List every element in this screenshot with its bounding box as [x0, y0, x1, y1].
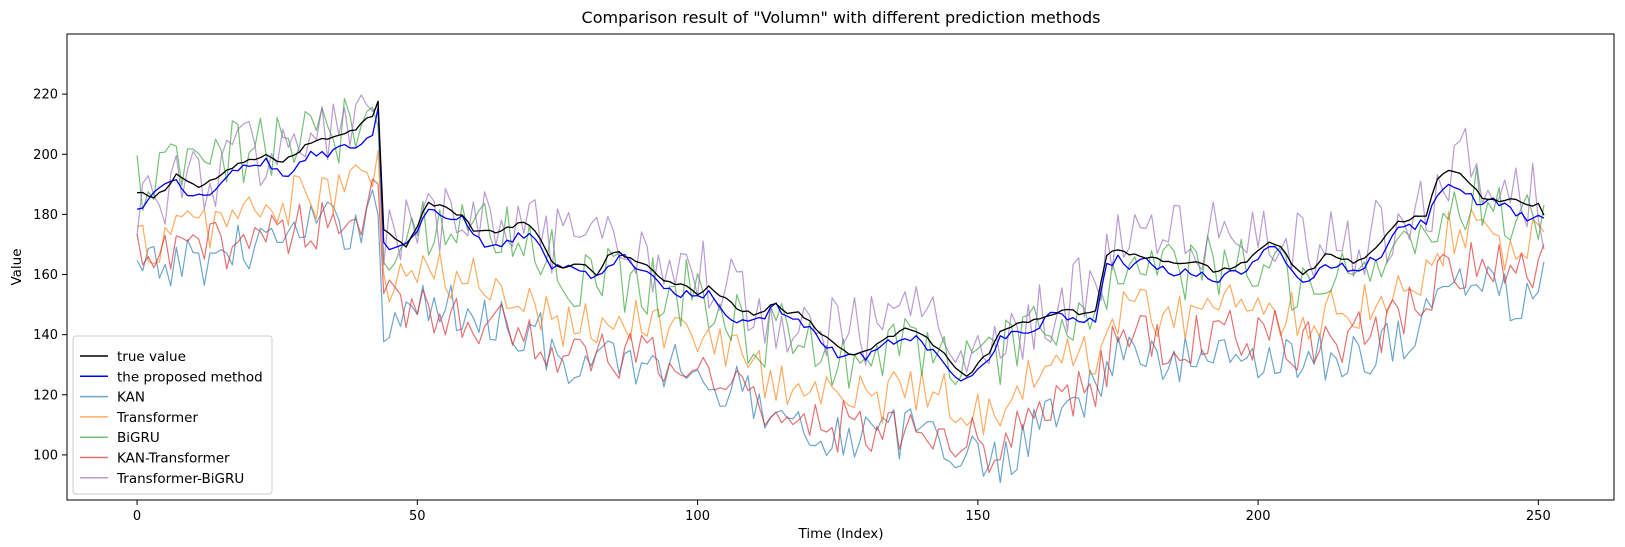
series-line-true-value	[137, 100, 1545, 377]
legend-label: BiGRU	[117, 430, 160, 446]
x-axis: 0 50 100 150 200 250	[133, 500, 1551, 524]
x-tick-label: 100	[685, 509, 710, 524]
series-line-the-proposed-method	[136, 107, 1545, 382]
legend-label: KAN	[117, 390, 145, 406]
legend-label: true value	[117, 349, 186, 365]
legend-item-transformer-bigru: Transformer-BiGRU	[80, 471, 244, 487]
x-tick-label: 250	[1526, 509, 1551, 524]
series-line-kan	[136, 189, 1545, 484]
legend-label: Transformer	[116, 410, 198, 426]
plot-frame	[66, 33, 1615, 501]
y-tick-label: 180	[33, 208, 58, 223]
y-axis: 100 120 140 160 180 200 220	[33, 88, 67, 463]
legend-label: the proposed method	[117, 369, 263, 385]
x-tick-label: 0	[133, 509, 141, 524]
series-line-transformer-bigru	[136, 94, 1545, 373]
legend-label: KAN-Transformer	[117, 451, 230, 467]
x-tick-label: 150	[965, 509, 990, 524]
series-line-transformer	[136, 150, 1545, 436]
series-group	[136, 94, 1545, 484]
y-tick-label: 160	[33, 268, 58, 283]
legend-item-true-value: true value	[80, 349, 186, 365]
legend-item-kan: KAN	[80, 390, 145, 406]
x-tick-label: 50	[409, 509, 426, 524]
y-axis-label: Value	[9, 248, 25, 285]
legend-item-bigru: BiGRU	[80, 430, 160, 446]
y-tick-label: 220	[33, 88, 58, 103]
x-axis-label: Time (Index)	[797, 526, 883, 542]
y-tick-label: 120	[33, 388, 58, 403]
plot-area	[66, 33, 1615, 501]
x-tick-label: 200	[1246, 509, 1271, 524]
series-line-kan-transformer	[136, 178, 1545, 474]
y-tick-label: 200	[33, 148, 58, 163]
legend-item-kan-transformer: KAN-Transformer	[80, 451, 230, 467]
y-tick-label: 140	[33, 328, 58, 343]
legend-box	[72, 335, 273, 495]
chart-title: Comparison result of "Volumn" with diffe…	[582, 8, 1101, 27]
legend: true value the proposed method KAN Transfor…	[72, 335, 273, 495]
y-tick-label: 100	[33, 448, 58, 463]
legend-label: Transformer-BiGRU	[116, 471, 244, 487]
legend-item-transformer: Transformer	[80, 410, 198, 426]
legend-item-the-proposed-method: the proposed method	[80, 369, 263, 385]
series-line-bigru	[136, 97, 1545, 389]
